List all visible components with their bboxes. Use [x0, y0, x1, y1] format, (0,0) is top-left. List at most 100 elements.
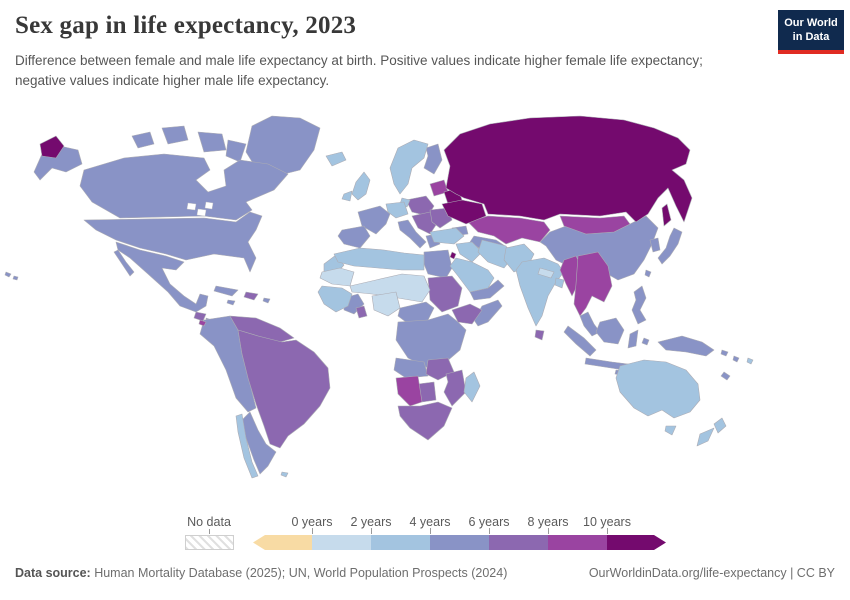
- map-region-south-africa[interactable]: [397, 401, 453, 441]
- map-region-cameroon-car[interactable]: [397, 301, 435, 323]
- map-region-mexico[interactable]: [115, 241, 209, 313]
- map-region-fiji[interactable]: [746, 357, 754, 365]
- map-region-germany-lowlands[interactable]: [385, 201, 409, 219]
- map-region-ethiopia[interactable]: [451, 303, 483, 325]
- map-region-mozambique-zimbabwe[interactable]: [443, 369, 467, 407]
- map-region-nepal[interactable]: [537, 267, 555, 279]
- map-region-bangladesh[interactable]: [554, 277, 565, 289]
- map-region-baja[interactable]: [113, 249, 135, 277]
- map-region-norway-sweden[interactable]: [389, 139, 429, 195]
- map-region-arctic-island-3[interactable]: [197, 131, 227, 153]
- map-region-nz-south[interactable]: [696, 427, 715, 447]
- map-region-finland[interactable]: [423, 143, 443, 175]
- legend-color-bar[interactable]: [253, 535, 666, 550]
- legend-no-data-label: No data: [187, 515, 231, 529]
- map-region-uk[interactable]: [351, 171, 371, 201]
- map-region-moluccas[interactable]: [641, 337, 650, 346]
- legend-tick-mark: [489, 528, 490, 534]
- map-region-arctic-island-1[interactable]: [131, 131, 155, 149]
- map-region-philippines[interactable]: [631, 285, 647, 325]
- map-region-solomons[interactable]: [720, 349, 740, 363]
- map-region-baffin[interactable]: [225, 139, 247, 163]
- map-region-levant[interactable]: [449, 251, 457, 260]
- map-region-iberia[interactable]: [337, 225, 371, 249]
- map-region-sri-lanka[interactable]: [534, 329, 545, 341]
- legend-swatch-8-10[interactable]: [548, 535, 607, 550]
- map-region-hispaniola[interactable]: [243, 291, 259, 301]
- map-region-saudi-arabia[interactable]: [449, 257, 495, 293]
- map-region-senegal-guinea[interactable]: [317, 285, 353, 313]
- legend-tick-label-4: 4 years: [409, 515, 451, 529]
- legend-tick-mark: [548, 528, 549, 534]
- map-region-nz-north[interactable]: [713, 417, 727, 434]
- legend-tick-label-6: 6 years: [468, 515, 510, 529]
- map-region-madagascar[interactable]: [463, 371, 481, 403]
- map-region-mongolia[interactable]: [559, 215, 631, 235]
- map-region-el-salvador[interactable]: [198, 319, 207, 327]
- map-region-italy[interactable]: [397, 219, 427, 249]
- map-region-usa[interactable]: [83, 211, 263, 273]
- legend-swatch-6-8[interactable]: [489, 535, 548, 550]
- data-source-note: Data source: Human Mortality Database (2…: [15, 566, 507, 580]
- map-region-indochina[interactable]: [573, 251, 613, 317]
- legend-swatch-4-6[interactable]: [430, 535, 489, 550]
- legend-swatch-10-plus[interactable]: [607, 535, 666, 550]
- map-region-borneo[interactable]: [595, 317, 625, 345]
- legend-tick-mark: [607, 528, 608, 534]
- map-region-sudan[interactable]: [427, 275, 463, 313]
- map-region-cuba[interactable]: [213, 285, 239, 297]
- footer-link[interactable]: OurWorldinData.org/life-expectancy | CC …: [588, 566, 835, 580]
- map-region-ireland[interactable]: [341, 190, 353, 202]
- map-region-ukraine[interactable]: [441, 199, 487, 225]
- map-region-canada[interactable]: [79, 153, 289, 221]
- owid-logo-line2: in Data: [792, 31, 830, 44]
- map-region-kazakhstan[interactable]: [467, 215, 551, 245]
- owid-logo-box: Our World in Data: [778, 10, 844, 50]
- map-region-chile[interactable]: [235, 413, 259, 479]
- map-region-new-caledonia[interactable]: [720, 371, 731, 381]
- map-region-arctic-island-2[interactable]: [161, 125, 189, 145]
- map-region-japan[interactable]: [657, 227, 683, 265]
- map-region-sahel[interactable]: [349, 273, 431, 303]
- data-source-label: Data source:: [15, 566, 91, 580]
- legend-tick-label-10: 10 years: [583, 515, 631, 529]
- map-region-australia[interactable]: [615, 359, 701, 419]
- map-region-sulawesi[interactable]: [627, 329, 639, 349]
- map-region-brazil[interactable]: [237, 329, 331, 449]
- map-region-iran[interactable]: [477, 239, 513, 269]
- map-region-sumatra[interactable]: [563, 325, 597, 357]
- legend-no-data-swatch[interactable]: [185, 535, 234, 550]
- map-region-hawaii[interactable]: [4, 271, 19, 281]
- map-region-jamaica[interactable]: [226, 299, 236, 306]
- legend-tick-mark: [430, 528, 431, 534]
- map-region-turkey[interactable]: [429, 227, 465, 245]
- map-region-north-africa[interactable]: [333, 247, 425, 271]
- data-source-text: Human Mortality Database (2025); UN, Wor…: [90, 566, 508, 580]
- map-region-russia[interactable]: [443, 115, 693, 223]
- owid-logo[interactable]: Our World in Data: [778, 10, 844, 54]
- map-region-nigeria[interactable]: [371, 291, 401, 317]
- legend-swatch-2-4[interactable]: [371, 535, 430, 550]
- map-region-papua-new-guinea[interactable]: [657, 335, 715, 357]
- map-region-east-central-africa[interactable]: [395, 313, 467, 369]
- map-region-korea[interactable]: [649, 237, 661, 253]
- map-region-syria-iraq[interactable]: [455, 241, 483, 263]
- map-region-namibia[interactable]: [395, 375, 423, 407]
- map-region-falklands[interactable]: [280, 471, 289, 478]
- legend-swatch-0-2[interactable]: [312, 535, 371, 550]
- map-region-france[interactable]: [357, 205, 391, 235]
- map-region-chukotka[interactable]: [39, 135, 65, 159]
- map-region-taiwan[interactable]: [644, 269, 652, 278]
- world-map: [4, 115, 754, 479]
- legend-tick-mark: [312, 528, 313, 534]
- map-region-ghana[interactable]: [355, 305, 368, 319]
- legend-swatch-negative[interactable]: [253, 535, 312, 550]
- map-region-tasmania[interactable]: [664, 425, 677, 436]
- map-region-puerto-rico[interactable]: [262, 297, 271, 304]
- map-region-sakhalin[interactable]: [661, 203, 672, 227]
- map-region-egypt[interactable]: [423, 249, 453, 279]
- map-region-iceland[interactable]: [325, 151, 347, 167]
- page-title: Sex gap in life expectancy, 2023: [15, 12, 357, 39]
- map-region-guatemala[interactable]: [193, 311, 207, 322]
- legend-no-data-tick: [209, 529, 210, 534]
